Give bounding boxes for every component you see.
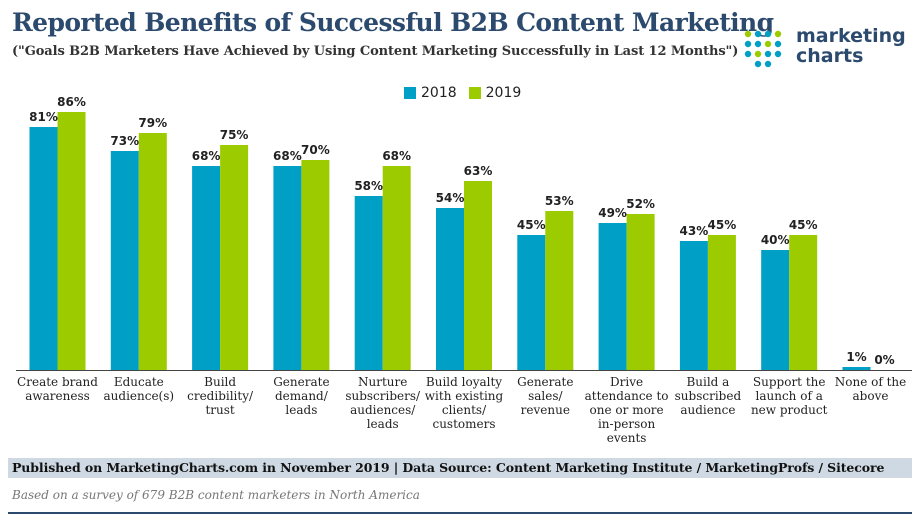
source-line: Published on MarketingCharts.com in Nove… (12, 460, 885, 475)
data-label-2018-10: 1% (846, 350, 866, 364)
data-label-2018-3: 68% (273, 149, 302, 163)
category-label-6: Generate sales/revenue (517, 375, 573, 417)
bar-2019-1 (138, 133, 167, 370)
data-label-2019-6: 53% (545, 194, 574, 208)
bar-2018-5 (436, 208, 464, 370)
bar-2018-7 (598, 223, 627, 370)
logo-line-2: charts (796, 45, 864, 67)
marketingcharts-logo: marketing charts (742, 26, 912, 70)
data-label-2019-5: 63% (464, 164, 493, 178)
category-label-9: Support the launch of a new product (751, 375, 828, 417)
bar-2018-1 (110, 151, 139, 370)
data-label-2019-3: 70% (301, 143, 330, 157)
category-label-5: Build loyalty with existing clients/custom… (425, 375, 504, 431)
data-label-2018-8: 43% (680, 224, 709, 238)
legend-swatch-2018 (404, 87, 416, 99)
data-label-2019-1: 79% (138, 116, 167, 130)
bar-2018-8 (679, 241, 708, 370)
legend-item-2019: 2019 (468, 85, 522, 101)
bar-2019-8 (707, 235, 736, 370)
bar-2019-7 (626, 214, 655, 370)
data-label-2019-8: 45% (708, 218, 737, 232)
data-label-2018-1: 73% (110, 134, 139, 148)
data-label-2019-2: 75% (220, 128, 249, 142)
data-label-2019-7: 52% (626, 197, 655, 211)
chart-legend: 2018 2019 (404, 84, 533, 102)
legend-swatch-2019 (468, 87, 481, 99)
bar-2018-4 (354, 196, 383, 370)
data-label-2019-9: 45% (789, 218, 818, 232)
data-label-2018-2: 68% (192, 149, 221, 163)
logo-text: marketing charts (796, 26, 906, 66)
bar-2019-6 (545, 211, 574, 370)
data-label-2019-0: 86% (57, 95, 86, 109)
logo-dots-icon (744, 30, 782, 68)
category-label-0: Create brand awareness (17, 375, 98, 403)
category-label-10: None of the above (835, 375, 907, 403)
bar-2018-9 (761, 250, 790, 370)
legend-item-2018: 2018 (404, 85, 457, 101)
bar-2018-10 (842, 367, 871, 370)
bar-2019-5 (464, 181, 492, 370)
data-label-2019-4: 68% (382, 149, 411, 163)
data-label-2018-5: 54% (436, 191, 465, 205)
category-label-3: Generate demand/leads (273, 375, 329, 417)
category-label-4: Nurture subscribers/audiences/leads (345, 375, 421, 431)
data-label-2018-9: 40% (761, 233, 790, 247)
bar-2019-9 (789, 235, 818, 370)
data-label-2018-0: 81% (29, 110, 58, 124)
chart-title: Reported Benefits of Successful B2B Cont… (12, 8, 774, 37)
bar-2019-2 (220, 145, 249, 370)
legend-label-2019: 2019 (485, 85, 522, 101)
logo-line-1: marketing (796, 25, 906, 47)
bottom-rule (8, 512, 912, 514)
category-label-2: Build credibility/trust (187, 375, 254, 417)
footer-band (8, 458, 912, 478)
bar-2019-3 (301, 160, 330, 370)
chart-subtitle: ("Goals B2B Marketers Have Achieved by U… (12, 44, 739, 59)
survey-note: Based on a survey of 679 B2B content mar… (12, 488, 420, 502)
data-label-2019-10: 0% (874, 353, 894, 367)
bar-2018-0 (29, 127, 58, 370)
category-label-8: Build a subscribed audience (675, 375, 742, 417)
bar-2018-3 (273, 166, 302, 370)
data-label-2018-6: 45% (517, 218, 546, 232)
bar-2018-2 (192, 166, 221, 370)
bar-2018-6 (517, 235, 546, 370)
bar-2019-4 (382, 166, 411, 370)
bar-2019-0 (57, 112, 86, 370)
data-label-2018-4: 58% (354, 179, 383, 193)
category-label-1: Educate audience(s) (104, 375, 175, 403)
data-label-2018-7: 49% (598, 206, 627, 220)
bar-chart: 81%86% Create brand awareness 73% 79% Educate… (16, 95, 912, 445)
category-label-7: Drive attendance to one or more in-person ev… (585, 375, 669, 445)
legend-label-2018: 2018 (421, 85, 457, 101)
